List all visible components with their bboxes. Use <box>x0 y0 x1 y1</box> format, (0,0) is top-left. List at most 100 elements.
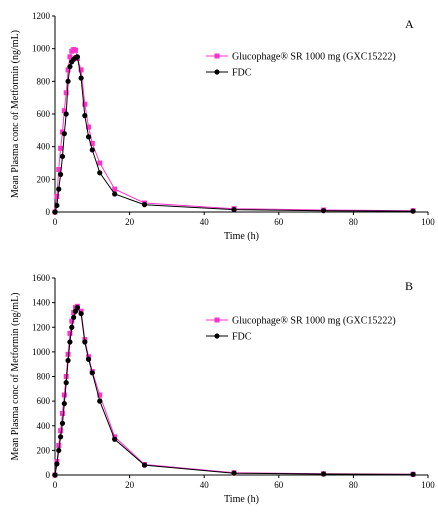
data-point-circle <box>54 202 60 209</box>
y-axis-label: Mean Plasma conc of Metformin (ng/mL) <box>10 292 21 460</box>
data-point-circle <box>112 436 118 442</box>
data-point-circle <box>410 208 416 214</box>
data-point-square <box>59 410 65 416</box>
data-point-circle <box>67 64 73 70</box>
panel-label: B <box>405 279 413 293</box>
y-tick-label: 0 <box>46 207 51 217</box>
y-tick-label: 400 <box>37 142 51 152</box>
data-point-circle <box>82 339 88 345</box>
data-point-circle <box>78 311 84 317</box>
x-tick-label: 60 <box>274 217 284 227</box>
data-point-circle <box>82 113 88 119</box>
y-tick-label: 600 <box>37 109 51 119</box>
x-tick-label: 0 <box>53 480 58 490</box>
data-point-circle <box>231 470 237 476</box>
data-point-square <box>97 160 103 166</box>
data-point-square <box>61 392 67 398</box>
y-tick-label: 600 <box>37 396 51 406</box>
chart-panel-b: 0 200 400 600 800 1000 1200 1400 1600 0 20 40 60 80 10… <box>10 273 435 505</box>
data-point-circle <box>89 147 95 153</box>
y-tick-label: 400 <box>37 421 51 431</box>
panel-label: A <box>405 17 414 31</box>
data-point-square <box>89 140 95 146</box>
data-point-circle <box>59 153 66 160</box>
y-tick-label: 1400 <box>32 298 51 308</box>
y-tick-label: 800 <box>37 76 51 86</box>
data-point-square <box>56 442 62 448</box>
legend-label-1: FDC <box>232 332 252 343</box>
y-tick-label: 800 <box>37 372 51 382</box>
legend-label-1: FDC <box>232 68 252 79</box>
y-tick-label: 1000 <box>32 347 51 357</box>
x-tick-label: 40 <box>200 480 210 490</box>
legend-marker-square <box>214 317 220 323</box>
data-point-circle <box>69 324 75 330</box>
data-point-circle <box>65 78 71 84</box>
data-point-square <box>65 67 71 73</box>
data-point-circle <box>65 357 71 364</box>
data-point-circle <box>74 54 80 60</box>
data-point-circle <box>410 471 416 477</box>
data-point-square <box>69 318 75 324</box>
data-point-circle <box>112 191 118 197</box>
data-point-circle <box>52 209 58 215</box>
data-point-square <box>67 54 73 60</box>
data-point-circle <box>56 186 62 192</box>
data-point-square <box>65 351 71 357</box>
x-tick-label: 0 <box>53 217 58 227</box>
data-point-circle <box>97 398 103 404</box>
data-point-circle <box>61 400 67 407</box>
data-point-square <box>56 167 62 173</box>
data-point-square <box>112 186 118 192</box>
data-point-square <box>73 47 79 53</box>
data-point-circle <box>320 471 327 477</box>
legend-label-0: Glucophage® SR 1000 mg (GXC15222) <box>232 316 396 327</box>
data-point-circle <box>85 134 92 140</box>
data-point-square <box>82 101 88 107</box>
x-tick-label: 20 <box>125 217 135 227</box>
data-point-square <box>86 124 92 130</box>
data-point-square <box>61 108 67 114</box>
data-point-circle <box>89 370 95 376</box>
y-tick-label: 200 <box>37 445 51 455</box>
data-point-circle <box>71 314 77 320</box>
data-point-circle <box>141 462 148 468</box>
x-tick-label: 100 <box>421 480 435 490</box>
y-tick-label: 0 <box>46 470 51 480</box>
data-point-circle <box>74 304 80 311</box>
data-point-square <box>67 330 73 336</box>
x-axis-label: Time (h) <box>224 231 259 242</box>
data-point-circle <box>78 75 84 81</box>
y-tick-label: 1200 <box>32 322 51 332</box>
data-point-circle <box>61 131 67 137</box>
data-point-circle <box>63 380 69 386</box>
data-point-square <box>54 193 60 199</box>
data-point-circle <box>67 339 73 345</box>
legend-marker-circle <box>214 333 220 339</box>
y-axis-label: Mean Plasma conc of Metformin (ng/mL) <box>10 30 21 198</box>
x-tick-label: 80 <box>349 217 359 227</box>
data-point-circle <box>56 447 62 453</box>
x-tick-label: 100 <box>421 217 435 227</box>
legend-marker-circle <box>214 69 220 75</box>
data-point-circle <box>141 202 148 208</box>
data-point-circle <box>57 434 64 440</box>
data-point-circle <box>63 111 69 117</box>
data-point-circle <box>320 208 327 214</box>
data-point-square <box>63 90 69 96</box>
data-point-square <box>58 428 64 434</box>
x-tick-label: 60 <box>274 480 284 490</box>
data-point-circle <box>97 170 103 176</box>
data-point-circle <box>85 356 92 362</box>
y-tick-label: 1200 <box>32 11 51 21</box>
data-point-circle <box>52 472 58 478</box>
legend-marker-square <box>214 53 220 59</box>
x-axis-label: Time (h) <box>224 494 259 505</box>
series-line-1 <box>54 56 414 213</box>
x-tick-label: 20 <box>125 480 135 490</box>
data-point-circle <box>231 206 237 213</box>
y-tick-label: 1600 <box>32 273 51 283</box>
data-point-square <box>58 145 64 151</box>
x-tick-label: 40 <box>200 217 210 227</box>
